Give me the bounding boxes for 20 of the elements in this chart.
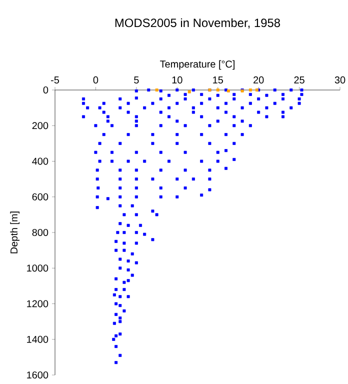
y-tick-label: 600	[32, 193, 48, 200]
x-tick-label: 20	[254, 76, 264, 84]
y-tick-label: 400	[32, 158, 48, 165]
y-tick-label: 1600	[27, 371, 48, 379]
x-tick-label: 30	[334, 76, 346, 84]
chart-title: MODS2005 in November, 1958	[115, 18, 280, 29]
x-tick-label: -5	[51, 76, 60, 84]
x-tick-label: 0	[93, 76, 98, 84]
y-tick-label: 1400	[27, 336, 48, 343]
y-tick-label: 0	[43, 86, 48, 94]
y-axis-title: Depth [m]	[10, 212, 20, 254]
x-tick-label: 25	[294, 76, 304, 84]
y-tick-label: 1200	[27, 300, 48, 308]
x-tick-label: 5	[134, 76, 139, 84]
y-tick-label: 800	[32, 228, 48, 236]
y-tick-label: 200	[32, 122, 48, 130]
x-tick-label: 15	[213, 76, 223, 84]
x-axis-title: Temperature [°C]	[160, 60, 234, 70]
x-tick-label: 10	[172, 76, 182, 84]
y-tick-label: 1000	[27, 264, 48, 272]
